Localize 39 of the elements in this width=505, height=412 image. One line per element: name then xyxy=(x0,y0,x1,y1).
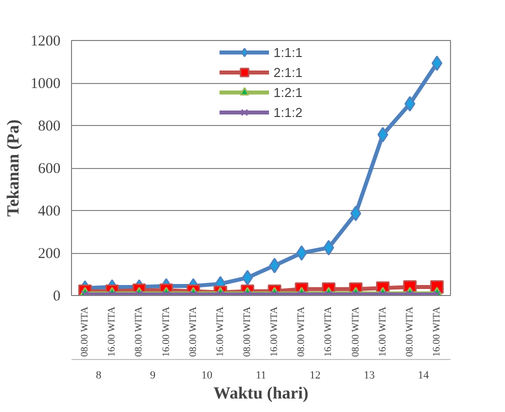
x-tick-label: 08.00 WITA xyxy=(404,306,416,357)
x-tick-label: 16.00 WITA xyxy=(269,306,280,357)
y-tick-label: 400 xyxy=(38,204,60,220)
y-tick-label: 800 xyxy=(38,118,60,134)
y-tick-label: 1000 xyxy=(30,76,60,92)
x-tick-label: 08.00 WITA xyxy=(188,306,199,357)
point xyxy=(377,126,388,142)
y-tick-label: 0 xyxy=(53,288,60,304)
x-tick-label: 08.00 WITA xyxy=(134,306,145,357)
x-tick-label: 08.00 WITA xyxy=(242,306,253,357)
legend-label: 2:1:1 xyxy=(274,64,302,80)
legend-label: 1:1:1 xyxy=(274,44,302,60)
point xyxy=(296,245,308,261)
y-tick-label: 600 xyxy=(38,161,60,177)
text: 11 xyxy=(256,370,266,382)
x-tick-label: 08.00 WITA xyxy=(80,306,91,357)
x-tick-label: 16.00 WITA xyxy=(323,306,334,357)
x-tick-label: 16.00 WITA xyxy=(214,306,226,357)
x-axis-title: Waktu (hari) xyxy=(214,384,308,402)
text: 13 xyxy=(364,370,376,382)
point xyxy=(323,240,334,256)
text: 9 xyxy=(150,370,156,382)
x-tick-label: 16.00 WITA xyxy=(431,306,442,357)
text: 12 xyxy=(310,370,321,382)
text: 10 xyxy=(201,370,213,382)
y-tick-label: 1200 xyxy=(30,34,60,50)
legend-label: 1:1:2 xyxy=(274,104,302,120)
x-tick-label: 16.00 WITA xyxy=(377,306,388,357)
point xyxy=(404,96,416,112)
y-axis-title: Tekanan (Pa) xyxy=(4,119,22,217)
x-tick-label: 08.00 WITA xyxy=(296,306,308,357)
point xyxy=(350,206,362,222)
x-tick-label: 16.00 WITA xyxy=(106,306,118,357)
x-tick-label: 08.00 WITA xyxy=(350,306,362,357)
text: 8 xyxy=(96,370,102,382)
x-tick-label: 16.00 WITA xyxy=(160,306,172,357)
text: 14 xyxy=(418,370,430,382)
legend-label: 1:2:1 xyxy=(274,84,302,100)
y-tick-label: 200 xyxy=(38,246,60,262)
